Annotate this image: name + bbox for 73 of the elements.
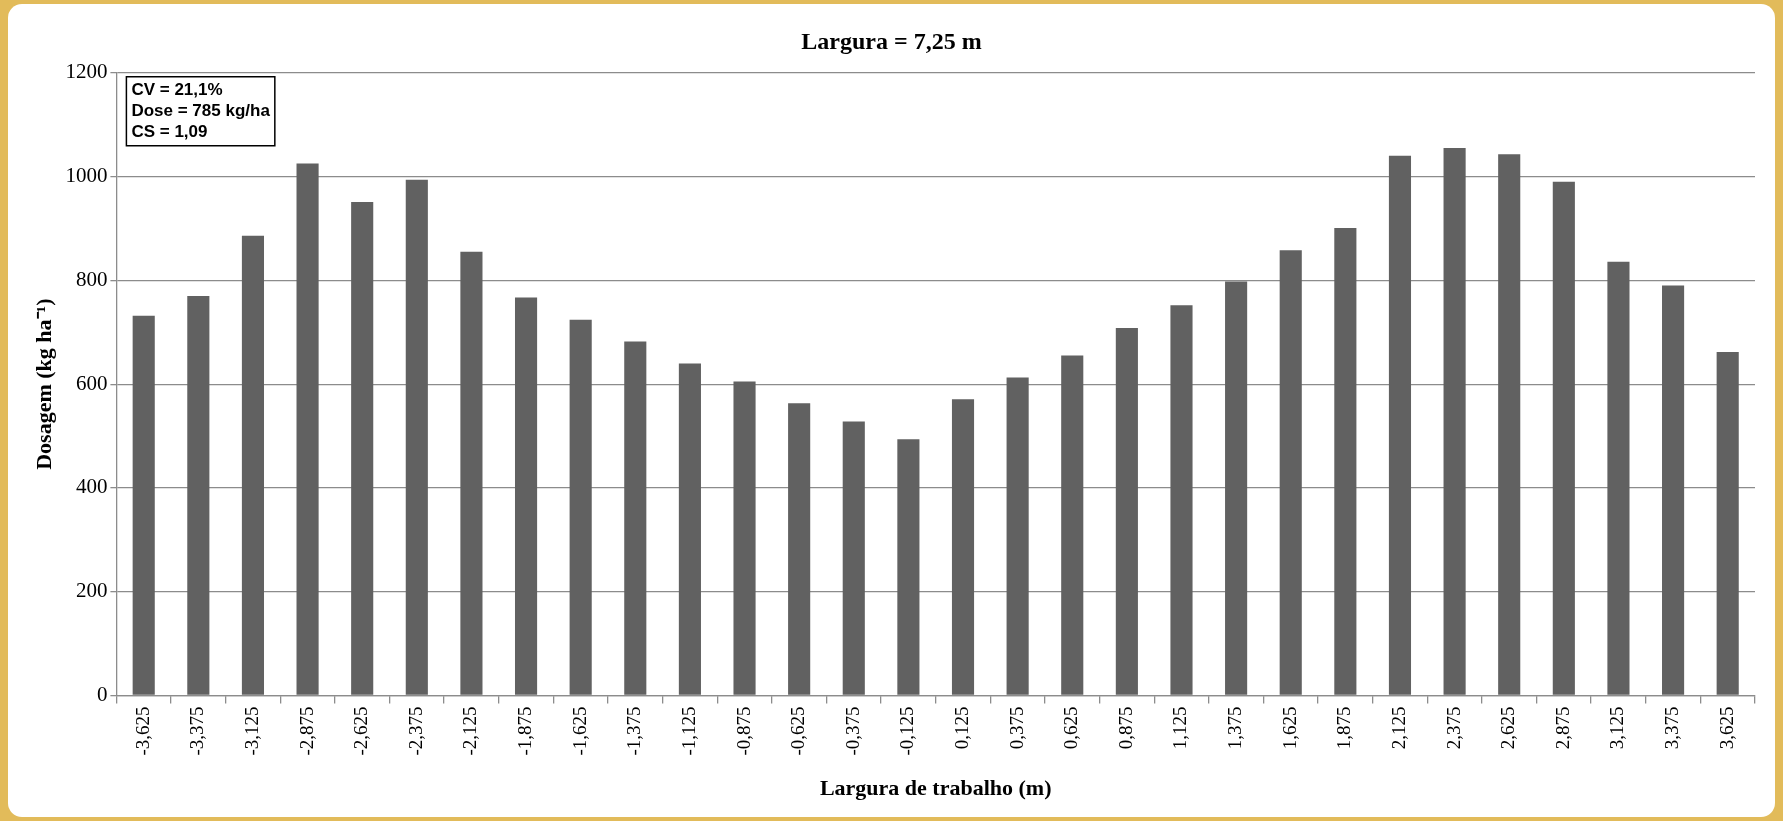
x-tick-label: 2,125 (1387, 706, 1409, 750)
x-tick-label: 1,625 (1278, 706, 1300, 750)
bar (569, 319, 592, 695)
x-tick-label: -2,125 (459, 706, 481, 756)
bar (1279, 250, 1302, 695)
y-tick-label: 600 (75, 370, 108, 395)
bar (1443, 148, 1466, 695)
bar (678, 363, 701, 695)
bar (187, 295, 210, 695)
x-tick-label: 1,125 (1169, 706, 1191, 750)
x-tick-label: 3,125 (1606, 706, 1628, 750)
bar (1662, 285, 1685, 695)
bar (897, 439, 920, 695)
x-tick-label: 3,375 (1661, 706, 1683, 750)
y-axis-title: Dosagem (kg ha⁻¹) (30, 298, 56, 470)
bar (733, 381, 756, 695)
x-tick-label: 3,625 (1715, 706, 1737, 750)
bar (1498, 154, 1521, 695)
bar (132, 315, 155, 695)
x-tick-label: -2,375 (404, 706, 426, 756)
bar (1006, 377, 1029, 695)
x-tick-label: 2,875 (1551, 706, 1573, 750)
bar (1716, 351, 1739, 695)
x-tick-label: -1,875 (514, 706, 536, 756)
x-tick-label: -0,875 (732, 706, 754, 756)
bar (514, 297, 538, 695)
x-tick-label: 0,125 (950, 706, 972, 750)
y-tick-label: 800 (75, 266, 108, 291)
x-tick-label: 2,625 (1497, 706, 1519, 750)
bar (842, 421, 865, 695)
annotation: CV = 21,1% (131, 79, 223, 99)
x-tick-label: -2,875 (295, 706, 317, 756)
bar (1334, 227, 1357, 695)
x-tick-label: -0,625 (787, 706, 809, 756)
bar (351, 202, 374, 695)
x-tick-label: 2,375 (1442, 706, 1464, 750)
x-tick-label: 0,875 (1114, 706, 1136, 750)
bar (405, 179, 428, 695)
x-tick-label: -1,125 (677, 706, 699, 756)
x-tick-label: -0,125 (896, 706, 918, 756)
bar (1061, 355, 1084, 695)
x-tick-label: 1,375 (1224, 706, 1246, 750)
bar (1225, 281, 1248, 695)
y-tick-label: 400 (75, 474, 108, 499)
annotation: Dose = 785 kg/ha (131, 100, 271, 120)
x-tick-label: 1,875 (1333, 706, 1355, 750)
y-tick-label: 1200 (65, 59, 108, 84)
bar (296, 163, 319, 695)
x-tick-label: -2,625 (350, 706, 372, 756)
bar (460, 251, 483, 695)
x-tick-label: -3,625 (131, 706, 153, 756)
x-tick-label: -3,375 (186, 706, 208, 756)
y-tick-label: 1000 (65, 163, 108, 188)
bar (1170, 305, 1193, 695)
bar (1607, 261, 1630, 695)
annotation: CS = 1,09 (131, 121, 208, 141)
bar (788, 403, 811, 695)
x-tick-label: -1,375 (623, 706, 645, 756)
bar (1552, 181, 1575, 695)
x-axis-title: Largura de trabalho (m) (819, 775, 1052, 801)
x-tick-label: -0,375 (841, 706, 863, 756)
x-tick-label: -1,625 (568, 706, 590, 756)
chart-title: Largura = 7,25 m (801, 27, 982, 54)
x-tick-label: 0,375 (1005, 706, 1027, 750)
y-tick-label: 200 (75, 578, 108, 603)
bar (951, 399, 975, 695)
x-tick-label: 0,625 (1060, 706, 1082, 750)
y-tick-label: 0 (96, 682, 108, 707)
bar (1115, 328, 1138, 695)
x-tick-label: -3,125 (240, 706, 262, 756)
bar (241, 235, 265, 695)
bar (624, 341, 647, 695)
bar (1388, 155, 1412, 695)
